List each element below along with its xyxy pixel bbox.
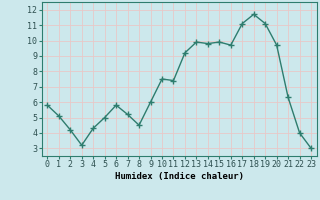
- X-axis label: Humidex (Indice chaleur): Humidex (Indice chaleur): [115, 172, 244, 181]
